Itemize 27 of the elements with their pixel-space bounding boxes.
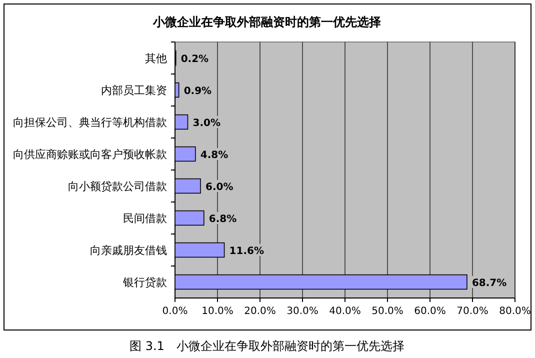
y-tick-label: 其他	[145, 52, 167, 65]
y-tick-label: 向担保公司、典当行等机构借款	[13, 116, 167, 129]
x-tick-label: 40.0%	[329, 306, 361, 317]
data-label: 3.0%	[192, 118, 220, 129]
data-label: 11.6%	[229, 246, 264, 257]
data-label: 6.0%	[206, 182, 234, 193]
y-tick-label: 向供应商赊账或向客户预收帐款	[13, 148, 167, 161]
x-tick-label: 50.0%	[372, 306, 404, 317]
y-tick-label: 内部员工集资	[101, 84, 167, 97]
data-label: 0.9%	[184, 86, 212, 97]
x-tick-label: 20.0%	[244, 306, 276, 317]
y-tick-label: 向亲戚朋友借钱	[90, 244, 167, 257]
y-tick-label: 银行贷款	[122, 276, 167, 289]
x-tick-label: 60.0%	[414, 306, 446, 317]
data-label: 4.8%	[200, 150, 228, 161]
x-tick-label: 10.0%	[202, 306, 234, 317]
caption: 图 3.1 小微企业在争取外部融资时的第一优先选择	[130, 339, 404, 353]
data-label: 0.2%	[180, 54, 209, 65]
chart-title: 小微企业在争取外部融资时的第一优先选择	[152, 15, 381, 29]
data-label: 6.8%	[208, 214, 237, 225]
data-label: 68.7%	[472, 278, 507, 289]
x-tick-label: 80.0%	[499, 306, 531, 317]
x-tick-label: 0.0%	[162, 306, 188, 317]
y-tick-label: 向小额贷款公司借款	[68, 180, 167, 193]
x-tick-label: 70.0%	[456, 306, 488, 317]
x-tick-label: 30.0%	[286, 306, 318, 317]
y-tick-label: 民间借款	[123, 212, 167, 225]
